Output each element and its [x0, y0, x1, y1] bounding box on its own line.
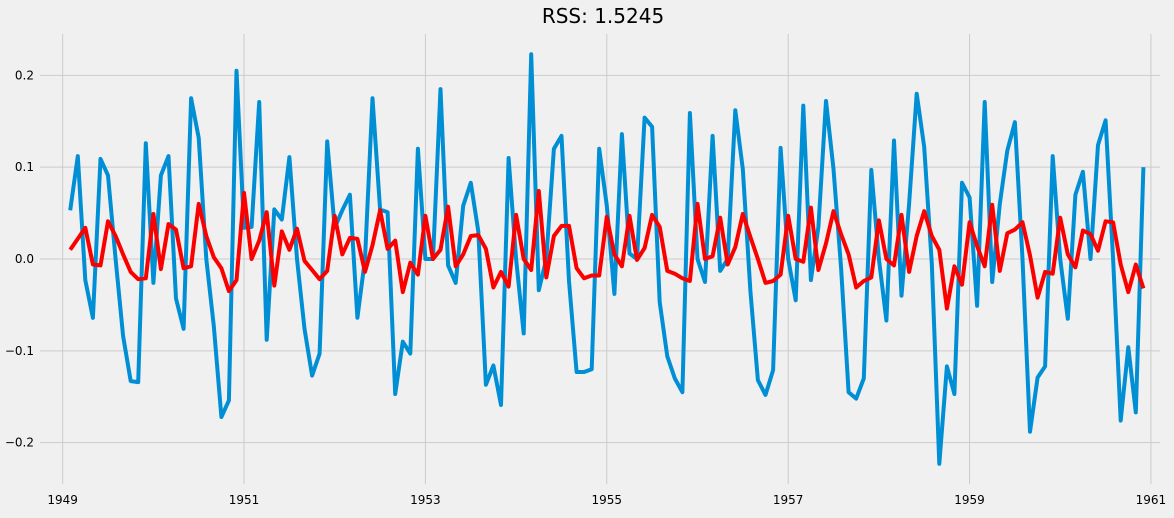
series-group: [68, 52, 1146, 466]
x-tick-label: 1957: [773, 493, 804, 507]
y-tick-label: 0.1: [15, 160, 34, 174]
axis-labels: 1949 1951 1953 1955 1957 1959 1961 −0.2 −0.1 0.0 0…: [5, 68, 1166, 507]
y-tick-label: 0.0: [15, 252, 34, 266]
x-tick-label: 1961: [1136, 493, 1167, 507]
x-tick-label: 1949: [47, 493, 78, 507]
chart-title: RSS: 1.5245: [542, 4, 664, 28]
x-tick-label: 1959: [954, 493, 985, 507]
y-tick-label: −0.1: [5, 344, 34, 358]
x-tick-label: 1953: [410, 493, 441, 507]
y-tick-label: 0.2: [15, 68, 34, 82]
x-tick-label: 1955: [592, 493, 623, 507]
series-line-red: [68, 189, 1146, 311]
x-tick-label: 1951: [229, 493, 260, 507]
y-tick-label: −0.2: [5, 436, 34, 450]
